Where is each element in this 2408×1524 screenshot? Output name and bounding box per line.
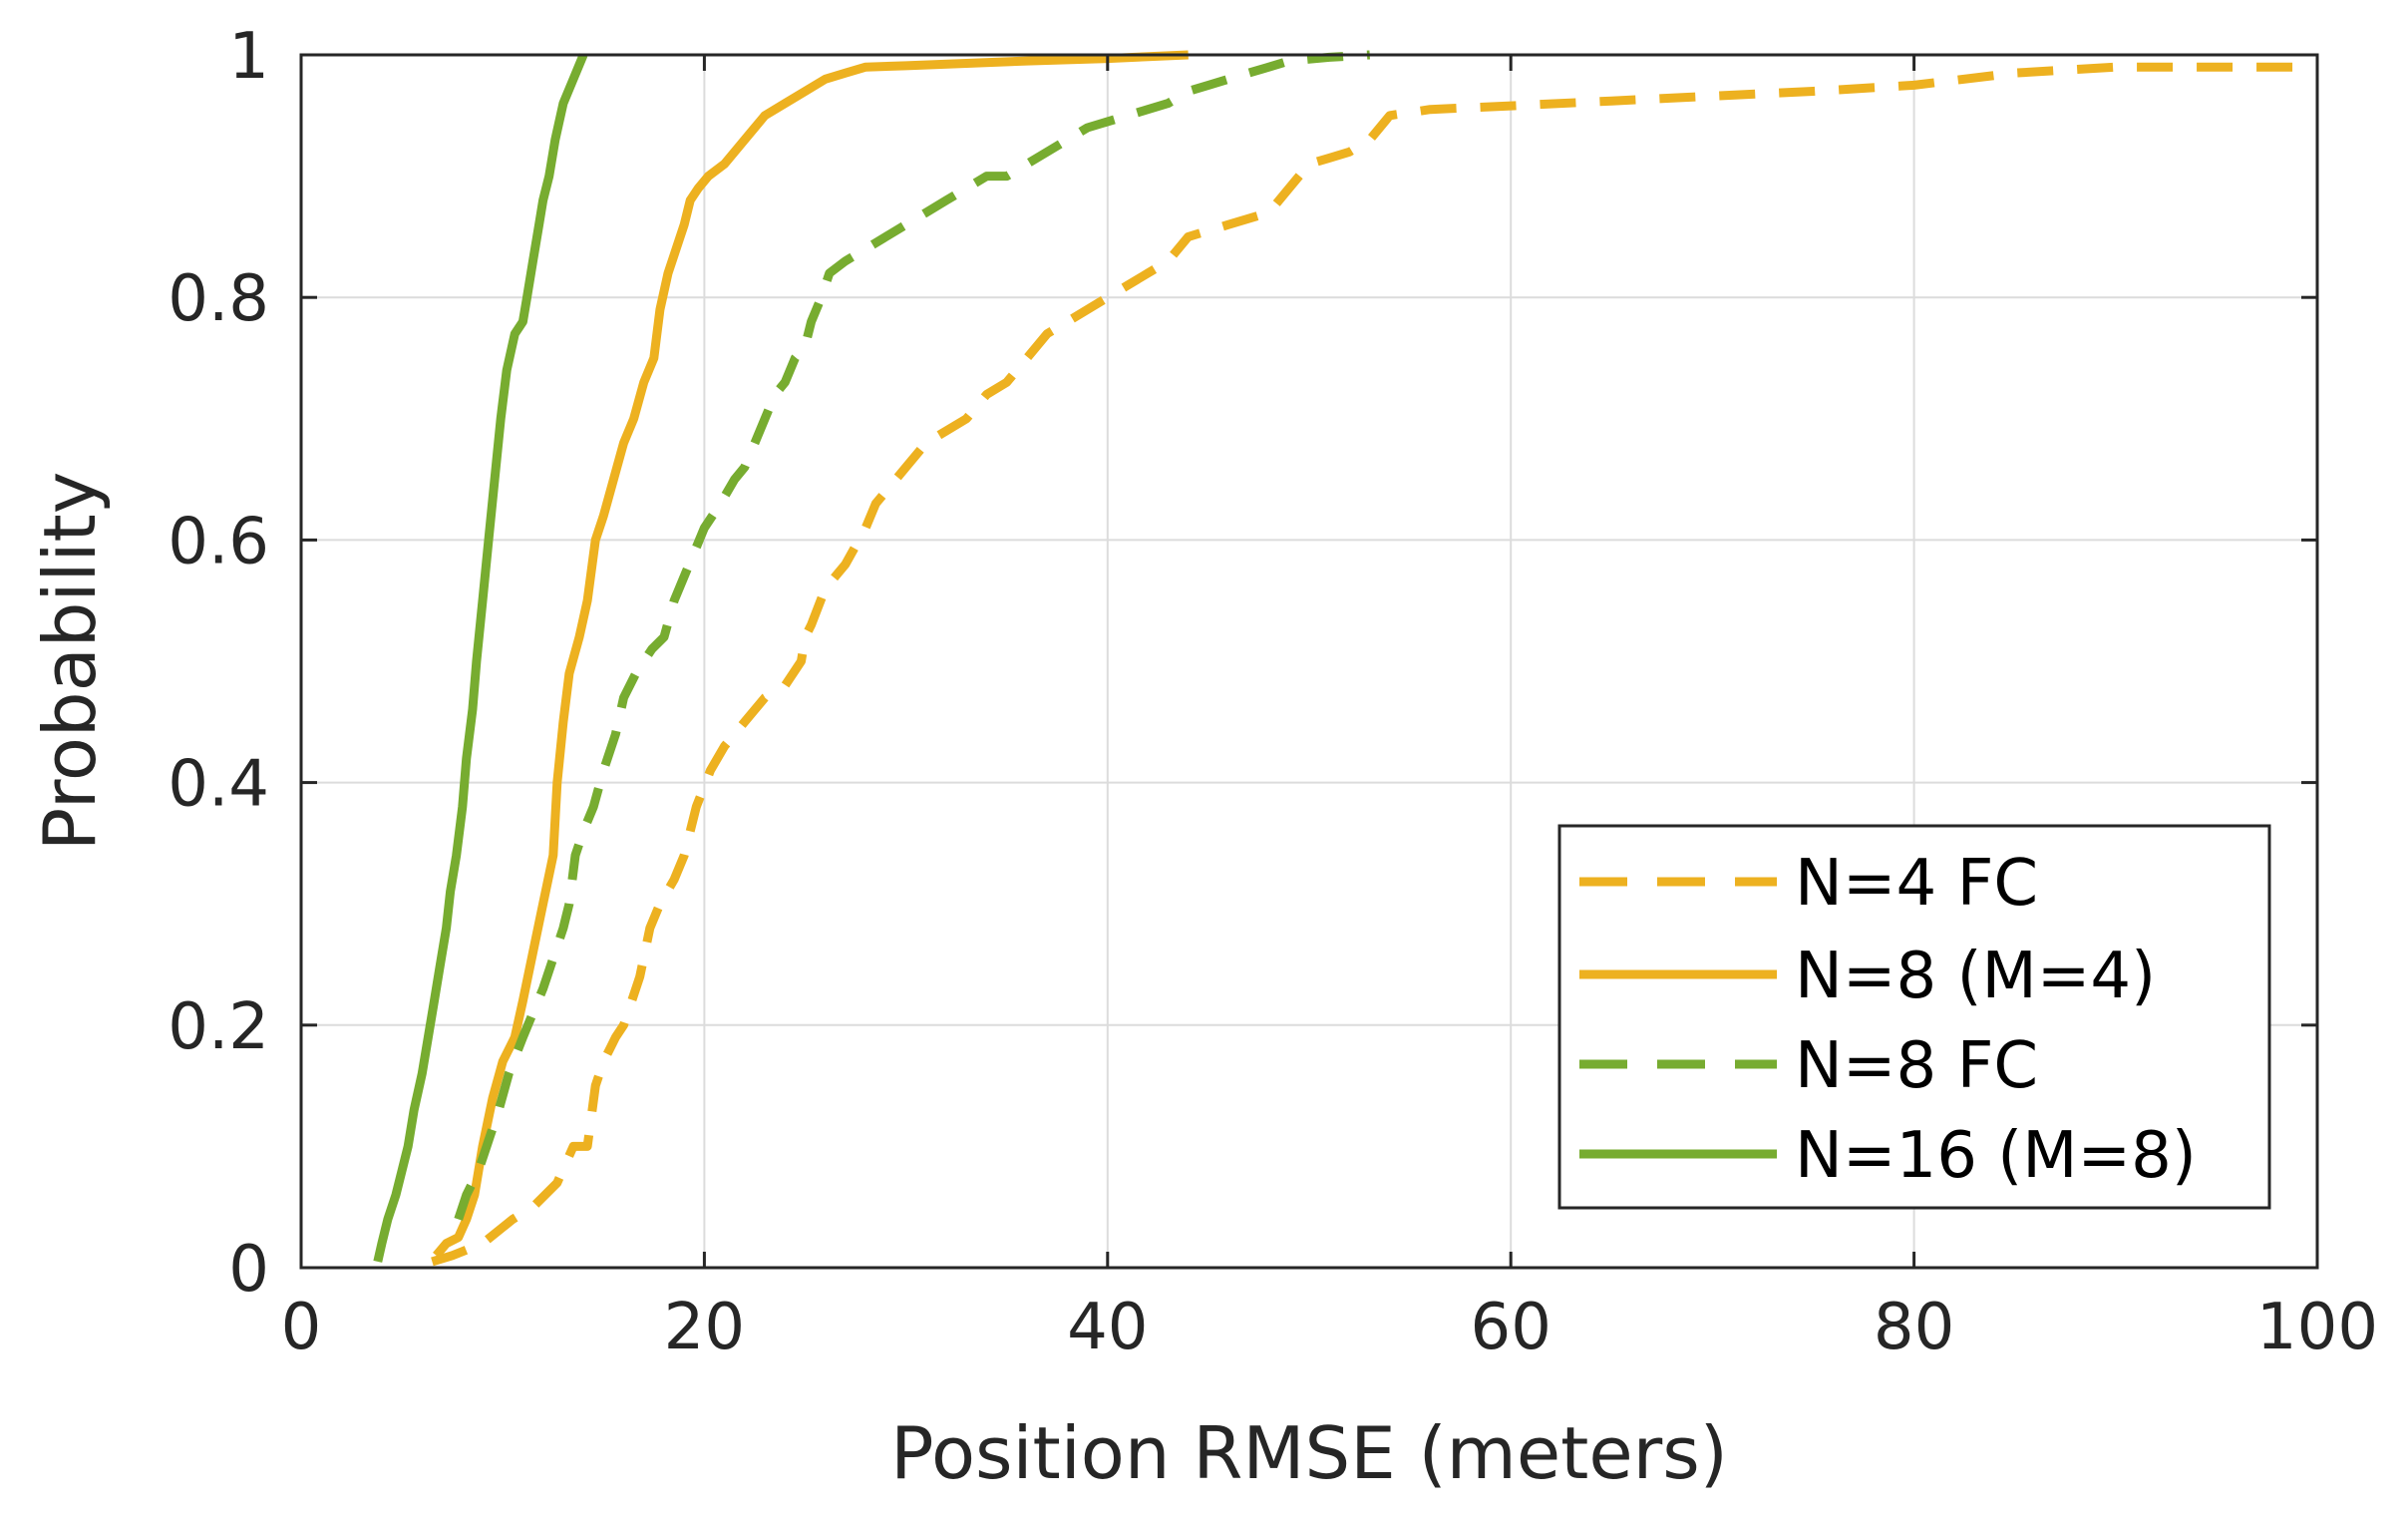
y-tick-label: 0.8 — [168, 262, 269, 336]
y-axis-label: Probability — [28, 472, 112, 852]
y-tick-labels: 0 0.2 0.4 0.6 0.8 1 — [168, 20, 269, 1307]
series-line-2 — [433, 50, 1189, 1259]
x-tick-label: 80 — [1874, 1291, 1954, 1364]
x-tick-label: 0 — [281, 1291, 322, 1364]
x-tick-label: 40 — [1067, 1291, 1148, 1364]
axes-box — [299, 53, 2319, 1270]
x-tick-labels: 0 20 40 60 80 100 — [281, 1291, 2378, 1364]
y-tick-label: 0.4 — [168, 748, 269, 822]
legend-label-3: N=8 FC — [1795, 1029, 2038, 1103]
y-tick-label: 0.6 — [168, 505, 269, 578]
legend-label-1: N=4 FC — [1795, 847, 2038, 921]
series-lines — [373, 50, 2317, 1267]
series-line-1 — [431, 62, 2317, 1267]
y-tick-label: 0.2 — [168, 990, 269, 1064]
legend-label-2: N=8 (M=4) — [1795, 940, 2156, 1013]
legend-entries: N=4 FC N=8 (M=4) N=8 FC N=16 (M=8) — [1579, 847, 2197, 1193]
legend-label-4: N=16 (M=8) — [1795, 1119, 2197, 1193]
y-tick-label: 0 — [228, 1233, 269, 1307]
x-tick-label: 60 — [1470, 1291, 1550, 1364]
series-line-4 — [373, 53, 588, 1263]
y-tick-label: 1 — [228, 20, 269, 94]
legend-box — [1557, 824, 2271, 1210]
tick-marks — [299, 53, 2319, 1270]
x-axis-label: Position RMSE (meters) — [890, 1411, 1728, 1495]
series-line-3 — [454, 50, 1370, 1221]
x-tick-label: 100 — [2256, 1291, 2378, 1364]
x-tick-label: 20 — [664, 1291, 745, 1364]
legend: N=4 FC N=8 (M=4) N=8 FC N=16 (M=8) — [1557, 824, 2271, 1210]
